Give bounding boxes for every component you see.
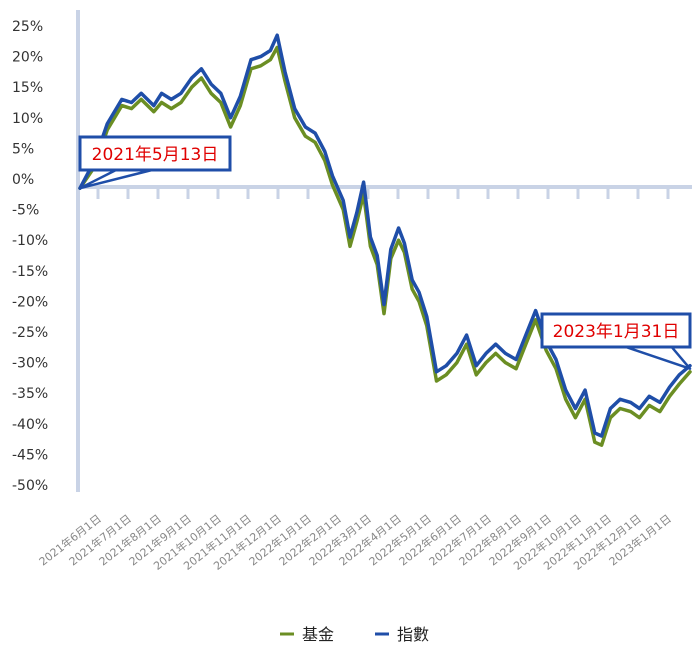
callout-label: 2021年5月13日	[92, 145, 219, 165]
legend-item: 指數	[375, 625, 429, 644]
legend: 基金 指數	[280, 625, 429, 644]
callout-box	[78, 135, 232, 172]
series-line-fund	[78, 45, 692, 447]
y-tick-label: -10%	[12, 233, 48, 249]
y-tick-label: -45%	[12, 447, 48, 463]
y-tick-label: -15%	[12, 264, 48, 280]
y-tick-label: 10%	[12, 111, 43, 127]
callout-pointer	[618, 343, 692, 370]
legend-label: 指數	[397, 625, 429, 644]
y-tick-label: -35%	[12, 386, 48, 402]
y-tick-label: -5%	[12, 203, 39, 219]
callout-box	[540, 312, 692, 349]
y-tick-label: 0%	[12, 172, 34, 188]
y-tick-label: -50%	[12, 478, 48, 494]
y-tick-label: -40%	[12, 417, 48, 433]
date-callout: 2021年5月13日	[78, 135, 232, 190]
y-tick-label: -30%	[12, 356, 48, 372]
series-line-index	[78, 33, 692, 438]
y-axis: 25% 20% 15% 10% 5% 0% -5% -10% -15% -20% -25% -30% -…	[12, 10, 80, 494]
series-layer	[78, 33, 692, 447]
y-tick-label: 20%	[12, 50, 43, 66]
date-callout: 2023年1月31日	[540, 312, 692, 370]
callout-label: 2023年1月31日	[553, 322, 680, 342]
y-tick-label: 15%	[12, 80, 43, 96]
annotation-layer: 2021年5月13日 2023年1月31日	[78, 135, 692, 370]
y-tick-label: 5%	[12, 141, 34, 157]
y-tick-label: -25%	[12, 325, 48, 341]
legend-label: 基金	[302, 625, 334, 644]
x-axis: 2021年6月1日2021年7月1日2021年8月1日2021年9月1日2021…	[36, 185, 692, 573]
y-tick-label: -20%	[12, 294, 48, 310]
y-tick-label: 25%	[12, 19, 43, 35]
legend-item: 基金	[280, 625, 334, 644]
